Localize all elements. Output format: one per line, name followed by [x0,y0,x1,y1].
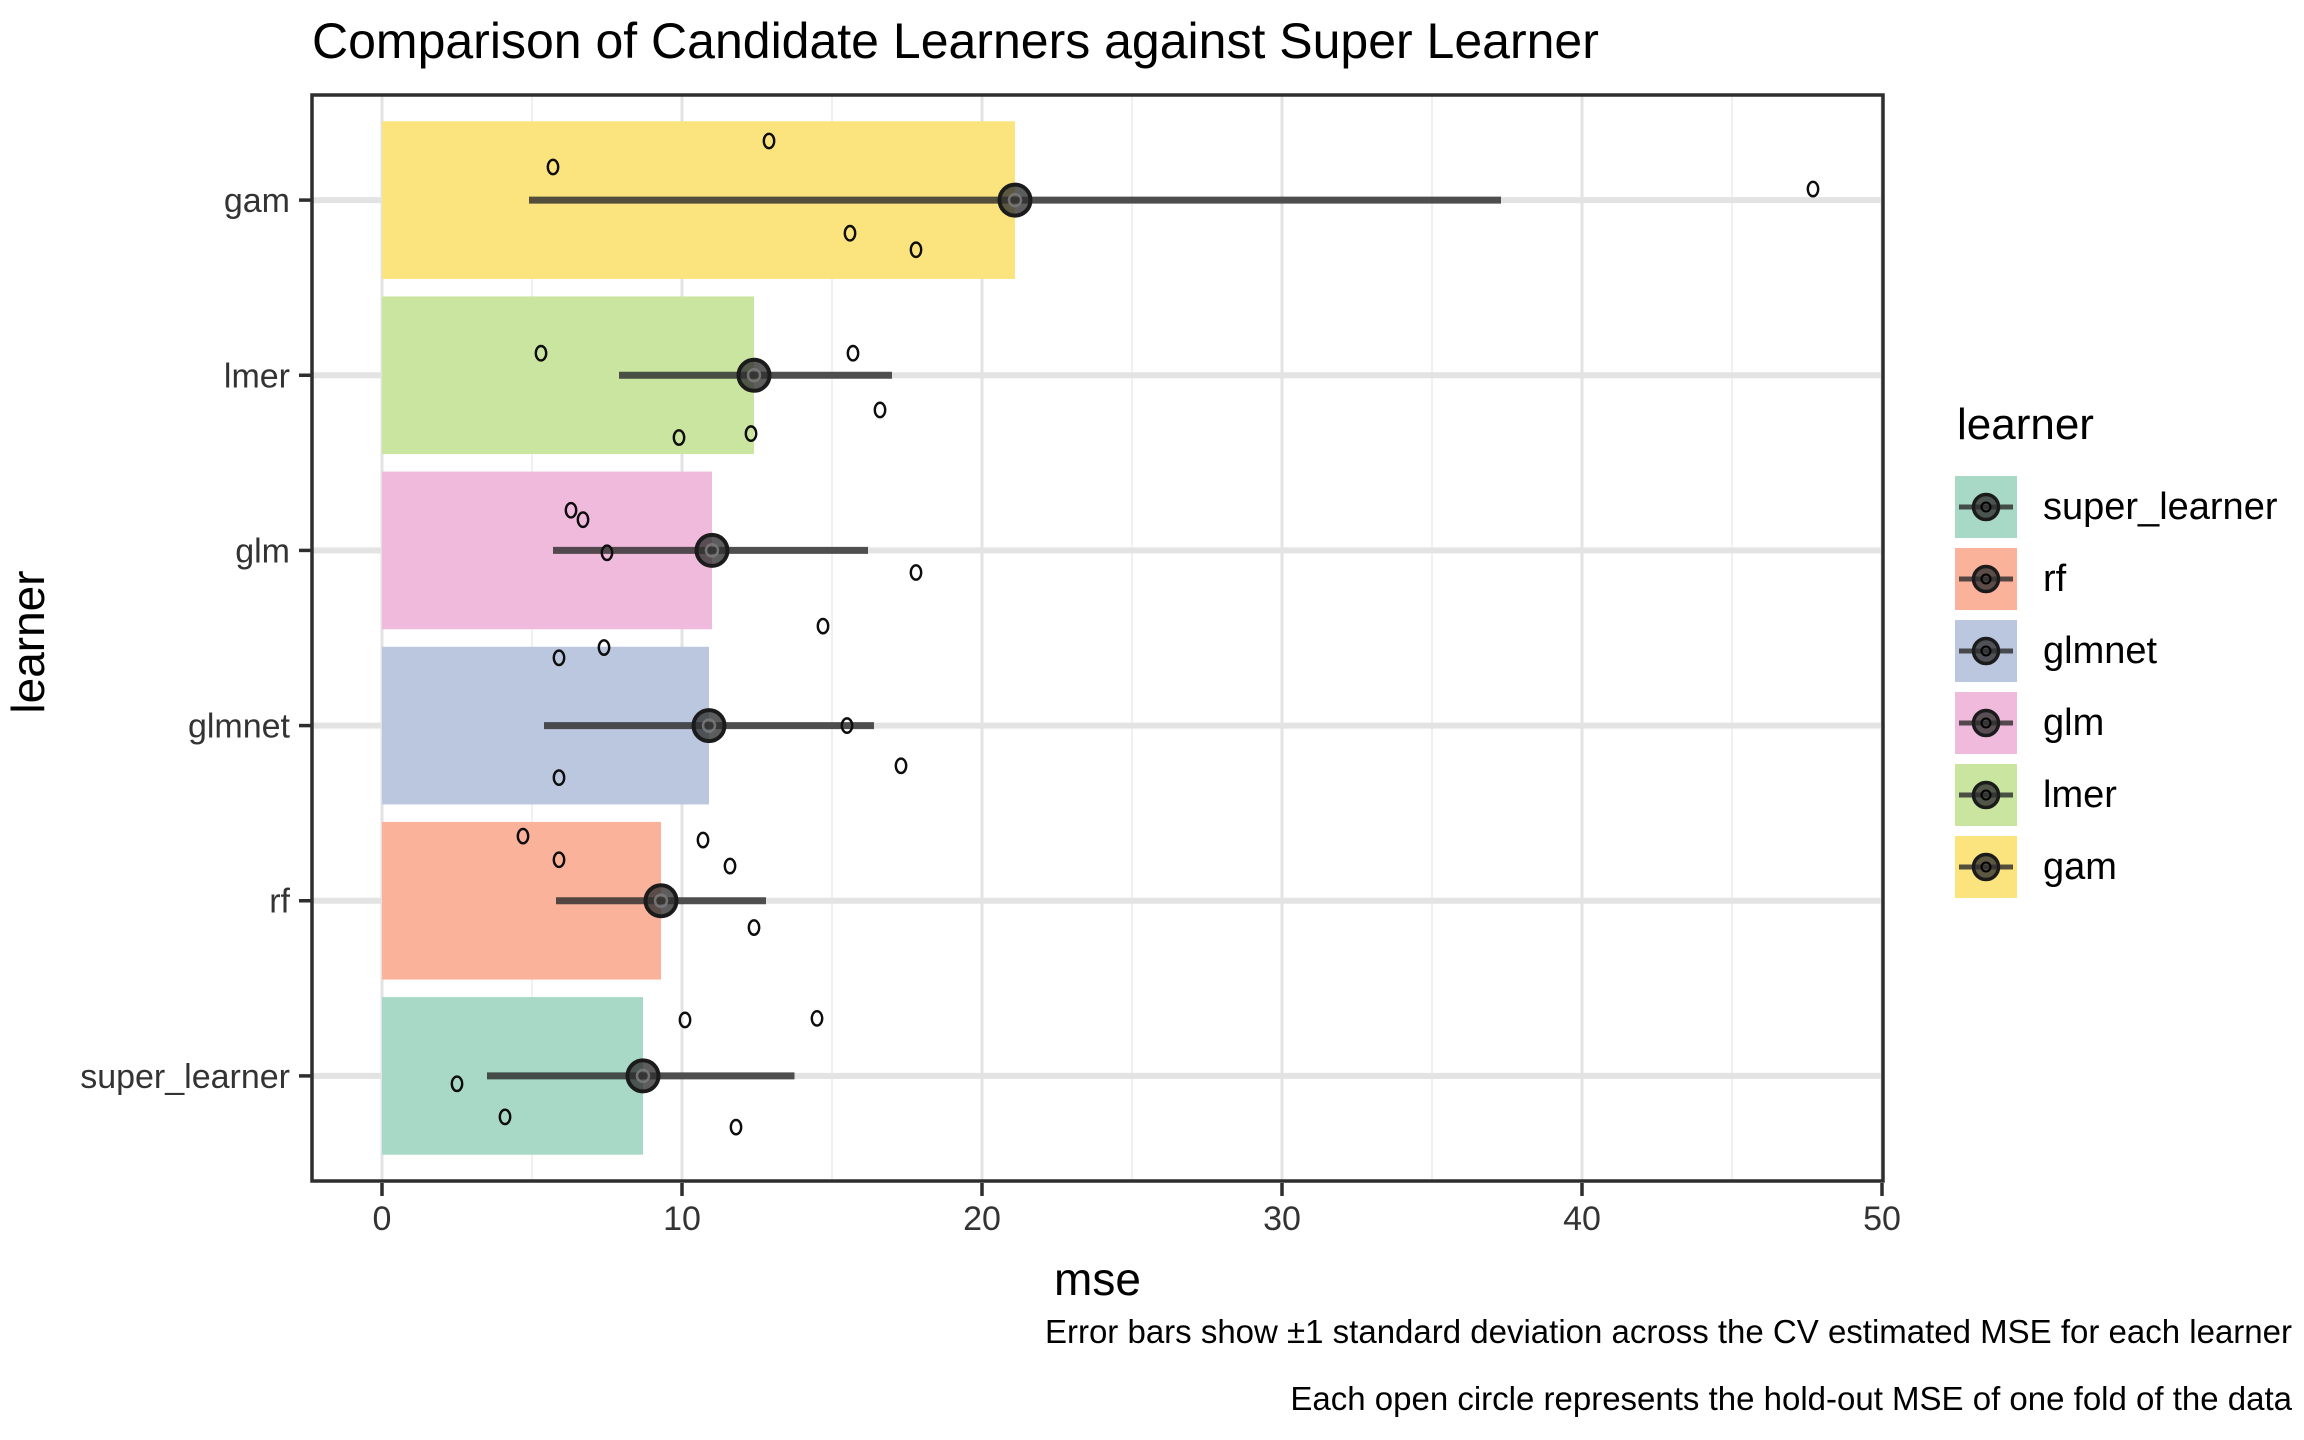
mean-point-rf [643,883,679,919]
fold-point-rf [723,857,737,875]
legend-key-swatch [1955,476,2017,538]
legend-title: learner [1957,400,2094,449]
fold-point-glmnet [552,649,566,667]
y-tick-label: rf [269,883,290,921]
legend-item: super_learner [1955,476,2304,538]
legend-label: lmer [2043,773,2117,816]
legend-item: rf [1955,548,2304,610]
x-tick-label: 30 [1263,1200,1301,1238]
legend-key-swatch [1955,836,2017,898]
fold-point-gam [843,224,857,242]
x-axis-title: mse [1054,1253,1141,1305]
legend-item: glmnet [1955,620,2304,682]
x-tick-label: 0 [373,1200,392,1238]
legend-key-glyph [1955,836,2017,898]
mean-point-inner-glm [704,543,720,558]
mean-point-lmer [736,357,772,393]
legend-label: glm [2043,701,2105,744]
legend-key-swatch [1955,764,2017,826]
y-axis-title: learner [2,570,54,714]
fold-point-rf [516,827,530,845]
legend-key-glyph [1955,620,2017,682]
caption-line-2: Each open circle represents the hold-out… [1290,1380,2292,1417]
legend-key-swatch [1955,692,2017,754]
fold-point-super_learner [450,1075,464,1093]
fold-point-glmnet [552,769,566,787]
mean-point-inner-rf [653,893,669,908]
panel-border [310,93,1885,1183]
legend-item: glm [1955,692,2304,754]
fold-point-gam [546,158,560,176]
fold-point-rf [552,851,566,869]
y-tick-label: lmer [224,357,290,395]
legend-key-glyph [1955,764,2017,826]
fold-point-gam [1806,180,1820,198]
fold-point-super_learner [498,1108,512,1126]
fold-point-gam [909,241,923,259]
fold-point-glm [909,564,923,581]
legend-label: glmnet [2043,629,2158,672]
y-tick-label: glmnet [188,708,291,746]
fold-point-super_learner [729,1118,743,1136]
fold-point-glmnet [597,639,611,656]
legend-label: super_learner [2043,485,2278,528]
y-tick-label: glm [235,532,290,570]
x-tick-label: 20 [963,1200,1001,1238]
legend-key-glyph [1955,548,2017,610]
fold-point-glmnet [840,717,854,734]
legend-key-swatch [1955,620,2017,682]
fold-point-lmer [534,344,548,362]
plot-title: Comparison of Candidate Learners against… [312,13,1599,69]
mean-point-glm [694,532,730,568]
mean-point-glmnet [691,708,727,744]
mean-point-inner-gam [1007,192,1023,208]
fold-point-gam [762,132,776,150]
legend-key-swatch [1955,548,2017,610]
fold-point-lmer [873,401,887,419]
mean-point-gam [997,182,1033,218]
mean-point-inner-super_learner [635,1068,651,1084]
fold-point-glm [576,511,590,529]
mean-point-inner-lmer [746,368,762,383]
x-tick-label: 40 [1563,1200,1601,1238]
caption-line-1: Error bars show ±1 standard deviation ac… [1044,1313,2292,1350]
mean-point-super_learner [625,1058,661,1094]
fold-point-rf [747,919,761,936]
legend-item: gam [1955,836,2304,898]
fold-point-lmer [846,344,860,362]
fold-point-glmnet [894,757,908,775]
y-tick-label: gam [224,182,290,220]
fold-point-glm [816,617,830,635]
legend-label: gam [2043,845,2117,888]
legend-key-glyph [1955,476,2017,538]
x-tick-label: 50 [1863,1200,1901,1238]
fold-point-lmer [744,425,758,442]
fold-point-glm [600,544,614,562]
fold-point-rf [696,831,710,849]
legend-key-glyph [1955,692,2017,754]
fold-point-lmer [672,429,686,446]
y-tick-label: super_learner [80,1058,290,1096]
fold-point-super_learner [810,1009,824,1027]
legend-item: lmer [1955,764,2304,826]
mean-point-inner-glmnet [701,718,717,733]
legend-label: rf [2043,557,2067,600]
fold-point-glm [564,501,578,519]
x-tick-label: 10 [663,1200,701,1238]
fold-point-super_learner [678,1011,692,1029]
